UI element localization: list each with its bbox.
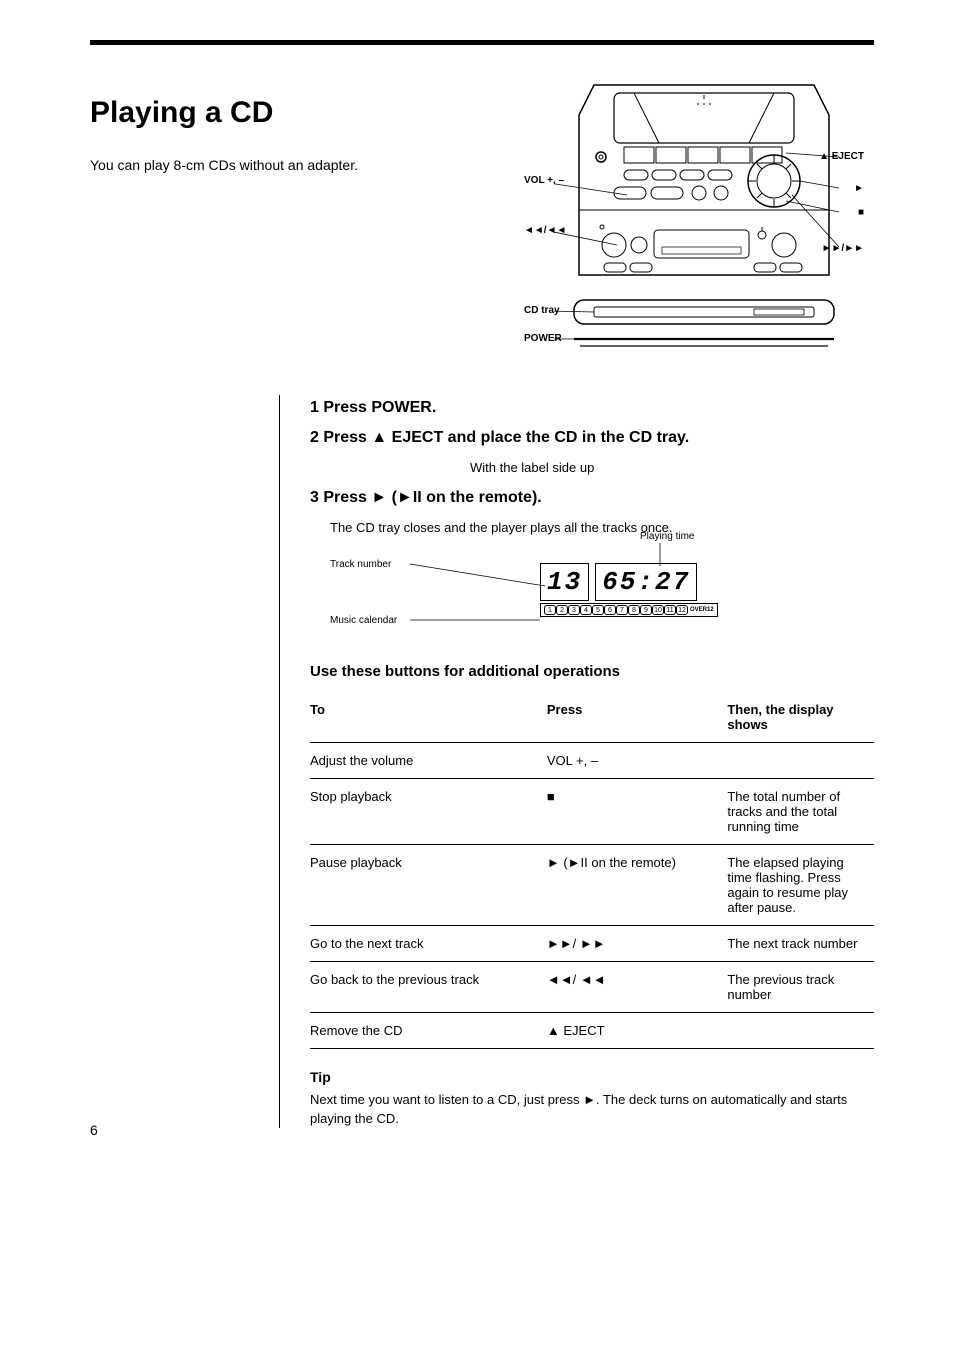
- col-header: To: [310, 692, 547, 743]
- table-cell: The total number of tracks and the total…: [727, 779, 874, 845]
- calendar-number: 6: [604, 605, 616, 615]
- callout-stop: ■: [858, 207, 864, 218]
- title-block: Playing a CD You can play 8-cm CDs witho…: [90, 75, 514, 375]
- lcd-time: 65:27: [595, 563, 697, 601]
- display-illustration: Track number Playing time Music calendar…: [480, 553, 780, 643]
- step-1: 1 Press POWER.: [310, 399, 874, 417]
- step-heading: 2 Press ▲ EJECT and place the CD in the …: [310, 429, 874, 447]
- step-3: 3 Press ► (►II on the remote). The CD tr…: [310, 489, 874, 537]
- table-row: Go to the next track►►/ ►►The next track…: [310, 926, 874, 962]
- table-cell: Stop playback: [310, 779, 547, 845]
- table-cell: The elapsed playing time flashing. Press…: [727, 845, 874, 926]
- upper-section: Playing a CD You can play 8-cm CDs witho…: [90, 75, 874, 375]
- calendar-number: 4: [580, 605, 592, 615]
- device-illustration-block: VOL +, – ▲ EJECT ► ■ ◄◄/◄◄ POWER ►►/►► C…: [554, 75, 874, 375]
- table-row: Go back to the previous track◄◄/ ◄◄The p…: [310, 962, 874, 1013]
- table-row: Pause playback► (►II on the remote)The e…: [310, 845, 874, 926]
- table-cell: Go back to the previous track: [310, 962, 547, 1013]
- table-header-row: To Press Then, the display shows: [310, 692, 874, 743]
- calendar-number: 12: [676, 605, 688, 615]
- table-cell: Pause playback: [310, 845, 547, 926]
- table-cell: ►►/ ►►: [547, 926, 727, 962]
- step-text: With the label side up: [470, 459, 874, 477]
- lcd-track: 13: [540, 563, 589, 601]
- table-cell: [727, 1013, 874, 1049]
- calendar-number: 9: [640, 605, 652, 615]
- page-container: Playing a CD You can play 8-cm CDs witho…: [0, 0, 954, 1168]
- calendar-number: 2: [556, 605, 568, 615]
- intro-text: You can play 8-cm CDs without an adapter…: [90, 155, 514, 175]
- device-illustration: VOL +, – ▲ EJECT ► ■ ◄◄/◄◄ POWER ►►/►► C…: [554, 75, 854, 375]
- table-cell: [727, 743, 874, 779]
- top-rule: [90, 40, 874, 45]
- calendar-number: 7: [616, 605, 628, 615]
- table-cell: VOL +, –: [547, 743, 727, 779]
- table-cell: ► (►II on the remote): [547, 845, 727, 926]
- callout-track-number: Track number: [330, 559, 391, 571]
- calendar-number: 3: [568, 605, 580, 615]
- calendar-number: 8: [628, 605, 640, 615]
- over12-label: OVER12: [690, 607, 714, 613]
- table-cell: ▲ EJECT: [547, 1013, 727, 1049]
- other-ops-heading: Use these buttons for additional operati…: [310, 663, 874, 680]
- table-cell: The next track number: [727, 926, 874, 962]
- table-row: Stop playback■The total number of tracks…: [310, 779, 874, 845]
- page-title: Playing a CD: [90, 95, 514, 131]
- table-cell: Go to the next track: [310, 926, 547, 962]
- calendar-number: 11: [664, 605, 676, 615]
- step-heading: 3 Press ► (►II on the remote).: [310, 489, 874, 507]
- step-text: The CD tray closes and the player plays …: [330, 519, 874, 537]
- callout-play: ►: [854, 183, 864, 194]
- table-row: Adjust the volumeVOL +, –: [310, 743, 874, 779]
- calendar-number: 1: [544, 605, 556, 615]
- step-heading: 1 Press POWER.: [310, 399, 874, 417]
- content-column: 1 Press POWER. 2 Press ▲ EJECT and place…: [310, 395, 874, 1128]
- table-cell: Adjust the volume: [310, 743, 547, 779]
- callout-eject: ▲ EJECT: [819, 151, 864, 162]
- col-header: Then, the display shows: [727, 692, 874, 743]
- callout-skip-rev: ◄◄/◄◄: [524, 225, 566, 236]
- callout-vol: VOL +, –: [524, 175, 564, 186]
- table-cell: Remove the CD: [310, 1013, 547, 1049]
- table-cell: ◄◄/ ◄◄: [547, 962, 727, 1013]
- callout-music-calendar: Music calendar: [330, 615, 397, 627]
- page-number: 6: [90, 1122, 98, 1138]
- music-calendar-strip: 123456789101112OVER12: [540, 603, 718, 617]
- left-gutter: [90, 395, 280, 1128]
- table-row: Remove the CD▲ EJECT: [310, 1013, 874, 1049]
- calendar-number: 10: [652, 605, 664, 615]
- callout-power: POWER: [524, 333, 562, 344]
- tip-heading: Tip: [310, 1069, 874, 1085]
- callout-playing-time: Playing time: [640, 531, 694, 543]
- callout-skip-fwd: ►►/►►: [822, 243, 864, 254]
- col-header: Press: [547, 692, 727, 743]
- lower-section: 1 Press POWER. 2 Press ▲ EJECT and place…: [90, 395, 874, 1128]
- device-svg: [554, 75, 854, 375]
- calendar-number: 5: [592, 605, 604, 615]
- table-cell: The previous track number: [727, 962, 874, 1013]
- step-2: 2 Press ▲ EJECT and place the CD in the …: [310, 429, 874, 477]
- operations-table: To Press Then, the display shows Adjust …: [310, 692, 874, 1049]
- lcd-display: 13 65:27 123456789101112OVER12: [540, 563, 718, 617]
- table-cell: ■: [547, 779, 727, 845]
- tip-text: Next time you want to listen to a CD, ju…: [310, 1091, 874, 1127]
- callout-tray: CD tray: [524, 305, 560, 316]
